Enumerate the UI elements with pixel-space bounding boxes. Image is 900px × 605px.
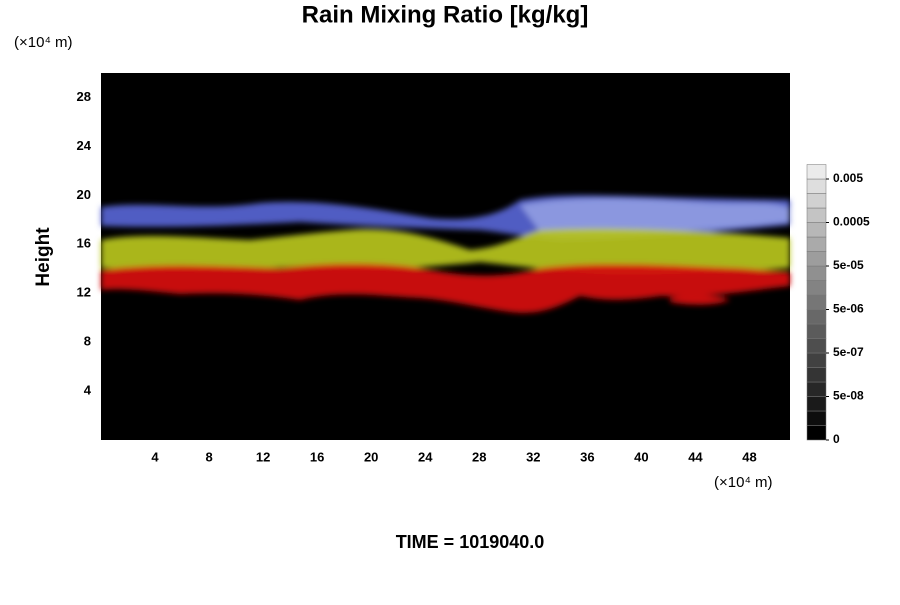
colorbar-tick-label: 0.0005	[833, 215, 870, 229]
x-tick-label: 40	[634, 449, 648, 464]
colorbar-step	[806, 338, 827, 354]
x-tick-label: 48	[742, 449, 756, 464]
chart-title: Rain Mixing Ratio [kg/kg]	[302, 1, 589, 28]
colorbar-step	[806, 381, 827, 397]
colorbar-tick-label: 5e-05	[833, 258, 864, 272]
colorbar-step	[806, 178, 827, 194]
x-tick-label: 44	[688, 449, 703, 464]
x-tick-label: 8	[205, 449, 212, 464]
colorbar-step	[806, 323, 827, 339]
colorbar: 0 5e-08 5e-07 5e-06 5e-05 0.0005 0.005	[806, 164, 870, 446]
x-tick-label: 12	[256, 449, 270, 464]
cloud-render	[101, 195, 790, 313]
colorbar-step	[806, 236, 827, 252]
x-unit: (×10⁴ m)	[714, 474, 773, 491]
y-unit: (×10⁴ m)	[14, 34, 73, 51]
colorbar-step	[806, 251, 827, 267]
colorbar-step	[806, 164, 827, 180]
x-tick-label: 20	[364, 449, 378, 464]
y-tick-label: 16	[77, 236, 91, 251]
colorbar-step	[806, 410, 827, 426]
y-tick-label: 4	[84, 383, 92, 398]
colorbar-step	[806, 309, 827, 325]
x-tick-label: 16	[310, 449, 324, 464]
colorbar-tick-label: 0.005	[833, 171, 863, 185]
colorbar-step	[806, 207, 827, 223]
y-tick-label: 28	[77, 89, 91, 104]
colorbar-step	[806, 367, 827, 383]
colorbar-step	[806, 265, 827, 281]
colorbar-step	[806, 222, 827, 238]
y-tick-label: 20	[77, 187, 91, 202]
x-tick-label: 4	[151, 449, 159, 464]
colorbar-tick-label: 5e-06	[833, 302, 864, 316]
colorbar-step	[806, 280, 827, 296]
colorbar-step	[806, 294, 827, 310]
colorbar-tick-label: 5e-08	[833, 389, 864, 403]
x-tick-label: 32	[526, 449, 540, 464]
colorbar-step	[806, 352, 827, 368]
colorbar-tick-label: 0	[833, 432, 840, 446]
y-tick-label: 8	[84, 334, 91, 349]
footer: TIME = 1019040.0	[396, 532, 545, 552]
y-tick-label: 24	[77, 138, 92, 153]
colorbar-step	[806, 396, 827, 412]
x-tick-label: 24	[418, 449, 433, 464]
x-tick-label: 36	[580, 449, 594, 464]
y-tick-label: 12	[77, 285, 91, 300]
y-axis-label: Height	[33, 227, 54, 287]
colorbar-step	[806, 425, 827, 441]
x-tick-label: 28	[472, 449, 486, 464]
colorbar-tick-label: 5e-07	[833, 345, 864, 359]
colorbar-step	[806, 193, 827, 209]
